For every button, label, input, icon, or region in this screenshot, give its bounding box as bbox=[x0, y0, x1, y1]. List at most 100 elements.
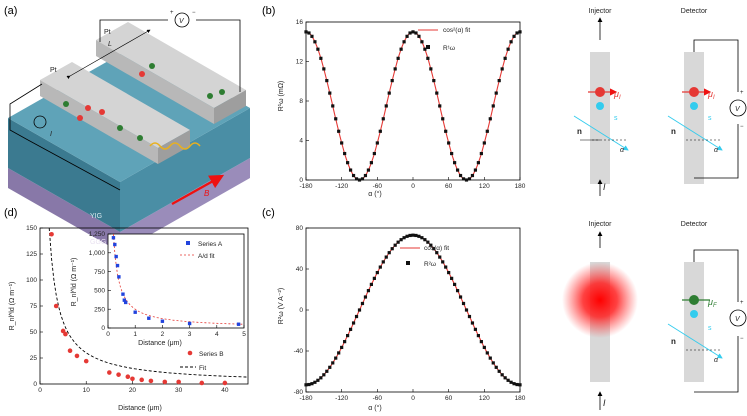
chart-b-xtick-label: 0 bbox=[411, 183, 415, 190]
chart-c-point bbox=[461, 301, 466, 306]
schematic-c-detector: Detector bbox=[681, 221, 708, 228]
chart-b-point bbox=[369, 161, 373, 165]
voltage-minus: − bbox=[192, 10, 196, 16]
chart-c-point bbox=[432, 247, 436, 251]
chart-c-point bbox=[441, 260, 445, 264]
schematic-c bbox=[562, 231, 747, 410]
inset-background bbox=[108, 234, 244, 328]
chart-b-point bbox=[328, 91, 332, 95]
inset-ytick-label: 0 bbox=[101, 325, 105, 332]
chart-c-xtick-label: 180 bbox=[515, 395, 526, 402]
chart-c-point bbox=[381, 260, 385, 264]
device-illustration bbox=[8, 12, 250, 252]
chart-c-point bbox=[476, 333, 480, 338]
chart-b-point bbox=[488, 117, 492, 121]
chart-b-ytick-label: 12 bbox=[296, 59, 304, 66]
inset-xtick-label: 0 bbox=[106, 331, 110, 338]
chart-b-point bbox=[316, 47, 320, 51]
chart-c-point bbox=[357, 308, 362, 312]
chart-b-point bbox=[387, 91, 391, 95]
inset-point bbox=[121, 292, 125, 296]
chart-c-xtick-label: 60 bbox=[445, 395, 453, 402]
chart-b-xtick-label: 60 bbox=[445, 183, 453, 190]
inset-point bbox=[122, 298, 127, 302]
chart-c-point bbox=[393, 243, 397, 247]
schematic-b-detector: Detector bbox=[681, 8, 708, 15]
chart-c-ylabel: R²ω (V A⁻²) bbox=[278, 288, 285, 324]
schematic-c-alpha: α bbox=[714, 357, 719, 364]
chart-c-point bbox=[328, 365, 332, 369]
chart-c-point bbox=[346, 333, 350, 338]
chart-c-point bbox=[453, 282, 457, 287]
chart-b-point bbox=[360, 177, 365, 181]
chart-b-point bbox=[476, 161, 480, 165]
field-arrow-icon bbox=[171, 174, 225, 206]
chart-b-xtick-label: 120 bbox=[479, 183, 490, 190]
chart-b-legend-fit: cos²(α) fit bbox=[443, 27, 470, 34]
chart-d-ytick-label: 75 bbox=[30, 303, 38, 310]
chart-d-point bbox=[53, 303, 59, 309]
chart-d-point bbox=[63, 331, 68, 337]
chart-b-point bbox=[411, 30, 415, 34]
chart-c-point bbox=[447, 270, 451, 275]
inset-point bbox=[236, 322, 241, 326]
chart-b-point bbox=[417, 34, 421, 38]
chart-c-frame bbox=[305, 227, 521, 393]
inset-ytick-label: 750 bbox=[94, 269, 105, 276]
ggg-label: GGG bbox=[90, 239, 106, 246]
chart-b-point bbox=[375, 141, 379, 145]
chart-d-point bbox=[49, 231, 54, 237]
inset-point bbox=[111, 236, 116, 240]
panel-label-a: (a) bbox=[4, 5, 17, 17]
chart-c-point bbox=[420, 236, 424, 240]
inset-ytick-label: 1,000 bbox=[89, 250, 106, 257]
chart-b-point bbox=[491, 104, 495, 108]
chart-b-point bbox=[447, 141, 451, 145]
chart-d-point bbox=[83, 358, 89, 364]
chart-d-point bbox=[130, 376, 135, 382]
chart-c-point bbox=[479, 340, 483, 344]
chart-b-point bbox=[396, 56, 400, 60]
chart-c-point bbox=[497, 369, 501, 373]
chart-b-point bbox=[455, 168, 460, 172]
chart-b-point bbox=[479, 151, 483, 156]
chart-b-xtick-label: -60 bbox=[373, 183, 383, 190]
chart-d-xtick-label: 20 bbox=[129, 387, 137, 394]
chart-c-point bbox=[491, 361, 495, 365]
chart-b-point bbox=[423, 47, 427, 51]
chart-d-ytick-label: 25 bbox=[30, 355, 38, 362]
chart-c-point bbox=[331, 361, 335, 365]
chart-c-point bbox=[473, 327, 478, 331]
chart-d-ytick-label: 125 bbox=[26, 251, 37, 258]
chart-d-point bbox=[74, 353, 80, 359]
schematic-b-s: s bbox=[614, 115, 618, 122]
chart-c-ytick-label: -40 bbox=[294, 348, 304, 355]
chart-b-point bbox=[343, 151, 347, 156]
chart-b-point bbox=[482, 141, 486, 145]
chart-c-point bbox=[351, 321, 356, 325]
yig-front-right bbox=[120, 108, 250, 232]
chart-d-ytick-label: 50 bbox=[30, 329, 38, 336]
chart-b-point bbox=[304, 30, 308, 34]
chart-b-point bbox=[435, 91, 439, 95]
chart-d-xtick-label: 0 bbox=[38, 387, 42, 394]
schematic-c-voltage: V bbox=[735, 316, 741, 323]
schematic-b-mu-left: μI bbox=[613, 89, 621, 101]
chart-b-point bbox=[414, 31, 418, 35]
inset-xlabel: Distance (μm) bbox=[138, 340, 182, 347]
pt-bar-front-top bbox=[40, 62, 190, 148]
chart-b-xtick-label: -120 bbox=[335, 183, 348, 190]
inset-legend-a: Series A bbox=[198, 241, 223, 248]
chart-b-point bbox=[337, 129, 341, 133]
schematic-b-current: I bbox=[603, 182, 606, 192]
chart-c-point bbox=[500, 373, 504, 377]
detector-strip-c bbox=[684, 262, 704, 382]
chart-b-point bbox=[399, 47, 403, 51]
chart-c-point bbox=[515, 382, 519, 387]
chart-c-xtick-label: 0 bbox=[411, 395, 415, 402]
chart-c-point bbox=[307, 382, 311, 387]
chart-b-point bbox=[310, 34, 314, 38]
chart-b-point bbox=[405, 34, 409, 38]
chart-c-point bbox=[325, 369, 329, 373]
